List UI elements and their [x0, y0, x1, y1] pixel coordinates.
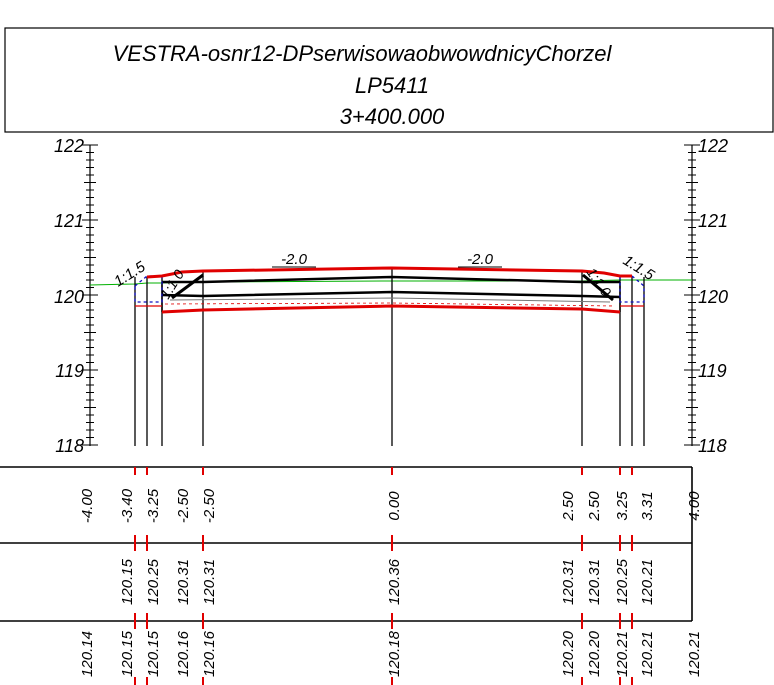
offset-value-9: 3.31: [639, 491, 656, 520]
axis-label-left-121: 121: [54, 211, 84, 231]
offset-value-4: -2.50: [201, 488, 218, 523]
ground-elevation-value-1: 120.15: [119, 630, 136, 677]
axis-label-left-119: 119: [55, 361, 84, 381]
ground-elevation-row: 120.14 120.15 120.15 120.16 120.16 120.18 120.…: [79, 630, 703, 677]
offset-value-8: 3.25: [614, 491, 631, 521]
design-elevation-value-6: 120.31: [586, 559, 603, 605]
axis-label-left-120: 120: [54, 287, 84, 307]
axis-label-right-119: 119: [698, 361, 727, 381]
title-frame: [4, 27, 774, 133]
offset-value-0: -4.00: [79, 488, 96, 523]
pavement-outline: [135, 266, 644, 314]
ground-elevation-value-7: 120.20: [586, 630, 603, 677]
ground-elevation-value-5: 120.18: [386, 630, 403, 677]
design-elevation-value-2: 120.31: [175, 559, 192, 605]
slope-left-outer: 1:1.5: [111, 258, 149, 290]
design-elevation-value-0: 120.15: [119, 558, 136, 605]
axis-label-left-122: 122: [54, 136, 84, 156]
ground-elevation-value-9: 120.21: [639, 631, 656, 677]
offset-value-7: 2.50: [586, 491, 603, 522]
offset-value-6: 2.50: [560, 491, 577, 522]
title-block: VESTRA-osnr12-DPserwisowaobwowdnicyChorz…: [4, 27, 774, 133]
design-elevation-value-5: 120.31: [560, 559, 577, 605]
table-tick-marks: [134, 467, 633, 685]
grade-left: -2.0: [281, 251, 308, 268]
design-elevation-value-3: 120.31: [201, 559, 218, 605]
axis-label-right-121: 121: [698, 211, 728, 231]
grade-right: -2.0: [467, 251, 494, 268]
axis-label-right-118: 118: [698, 436, 727, 456]
ground-elevation-value-8: 120.21: [614, 631, 631, 677]
ground-elevation-value-10: 120.21: [686, 631, 703, 677]
design-elevation-value-7: 120.25: [614, 558, 631, 605]
data-table: [0, 466, 693, 622]
left-elevation-axis: [82, 144, 98, 446]
offset-value-10: 4.00: [686, 491, 703, 521]
title-line-3: 3+400.000: [340, 104, 445, 129]
design-elevation-value-1: 120.25: [145, 558, 162, 605]
pavement-layers: [161, 273, 621, 312]
title-line-1: VESTRA-osnr12-DPserwisowaobwowdnicyChorz…: [113, 41, 613, 66]
ground-elevation-value-0: 120.14: [79, 631, 96, 677]
offset-value-1: -3.40: [119, 488, 136, 523]
axis-label-left-118: 118: [55, 436, 84, 456]
ground-elevation-value-2: 120.15: [145, 630, 162, 677]
offset-row: -4.00 -3.40 -3.25 -2.50 -2.50 0.00 2.50 2.50 3.2…: [79, 488, 703, 523]
offset-value-2: -3.25: [145, 488, 162, 523]
design-elevation-value-8: 120.21: [639, 559, 656, 605]
design-elevation-row: 120.15 120.25 120.31 120.31 120.36 120.31 120.…: [119, 558, 656, 605]
axis-label-right-120: 120: [698, 287, 728, 307]
ground-elevation-value-6: 120.20: [560, 630, 577, 677]
title-line-2: LP5411: [355, 73, 429, 98]
offset-value-5: 0.00: [386, 491, 403, 521]
design-elevation-value-4: 120.36: [386, 558, 403, 605]
ground-elevation-value-3: 120.16: [175, 630, 192, 677]
right-elevation-axis: [684, 144, 700, 446]
offset-value-3: -2.50: [175, 488, 192, 523]
axis-label-right-122: 122: [698, 136, 728, 156]
embankment-fill: [134, 275, 645, 303]
ground-elevation-value-4: 120.16: [201, 630, 218, 677]
